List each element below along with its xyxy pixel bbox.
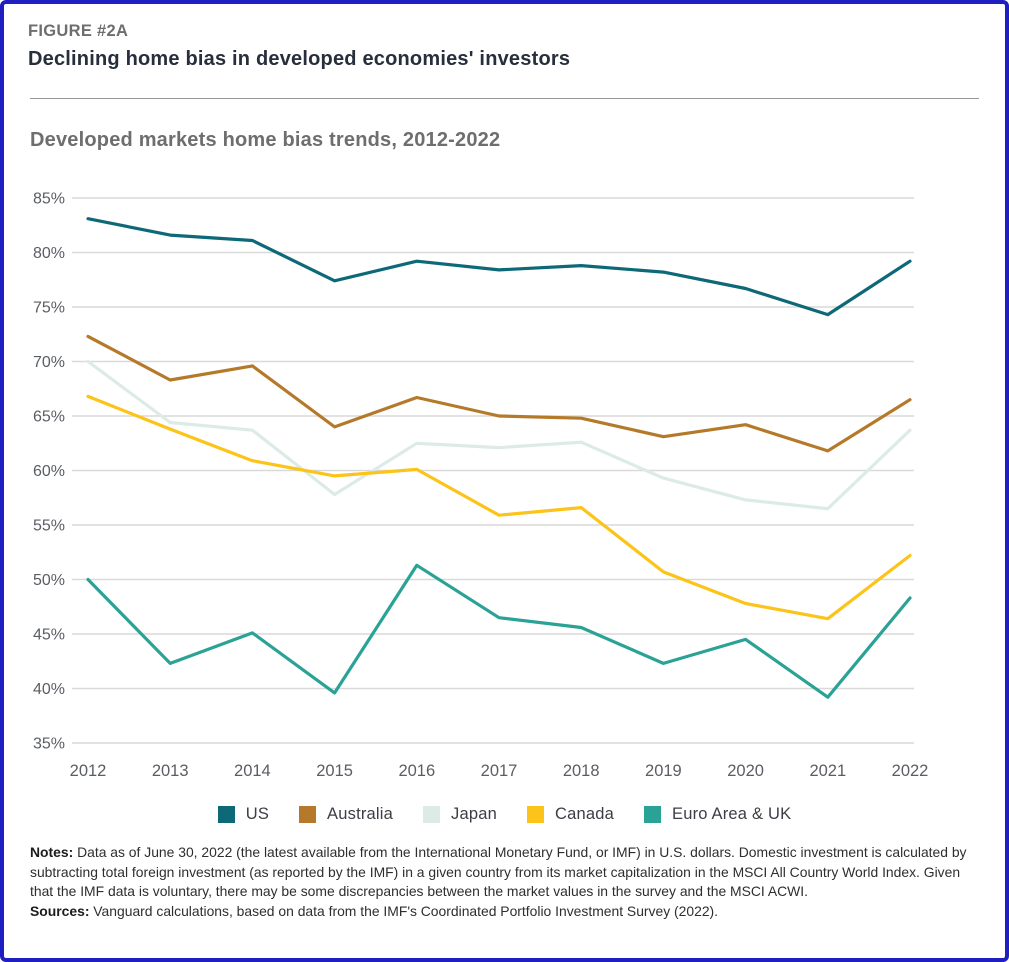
sources-text: Vanguard calculations, based on data fro… [89,902,719,919]
y-tick-label-50: 50% [33,572,65,589]
x-tick-label-2017: 2017 [481,762,518,780]
legend-label-euro-area-uk: Euro Area & UK [672,804,792,823]
x-tick-label-2022: 2022 [892,762,929,780]
chart-legend: US Australia Japan Canada Euro Area & UK [28,801,981,827]
series-line-australia [86,334,912,453]
series-line-euro-area-uk [86,563,912,699]
legend-swatch-australia [299,805,317,823]
notes-label: Notes: [30,844,74,860]
legend-item-canada: Canada [527,805,614,824]
x-tick-label-2018: 2018 [563,762,600,780]
series-line-japan [86,359,912,511]
legend-label-us: US [245,804,270,823]
y-tick-label-45: 45% [33,627,65,644]
y-tick-label-35: 35% [33,736,65,753]
figure-label: FIGURE #2A [28,22,129,40]
legend-label-japan: Japan [451,804,497,823]
legend-item-japan: Japan [423,805,497,824]
x-tick-label-2013: 2013 [152,762,189,780]
chart-title: Developed markets home bias trends, 2012… [30,129,501,151]
series-line-canada [86,394,912,621]
legend-swatch-euro-area-uk [644,805,661,823]
legend-item-australia: Australia [299,805,393,824]
y-axis-labels: 85% 80% 75% 70% 65% 60% 55% 50% 45% 40% 35% [33,191,65,753]
y-tick-label-60: 60% [33,463,65,480]
legend-swatch-japan [423,805,441,823]
y-tick-label-65: 65% [33,409,65,426]
y-tick-label-75: 75% [33,300,65,317]
x-tick-label-2015: 2015 [316,762,353,780]
line-chart-area: 85% 80% 75% 70% 65% 60% 55% 50% 45% 40% 35% 2012 201… [28,162,981,795]
x-tick-label-2019: 2019 [645,762,682,780]
gridlines [72,197,914,744]
x-axis-labels: 2012 2013 2014 2015 2016 2017 2018 2019 2020 2021… [70,762,929,780]
x-tick-label-2016: 2016 [398,762,435,780]
x-tick-label-2014: 2014 [234,762,271,780]
legend-swatch-us [217,805,235,823]
notes-block: Notes: Data as of June 30, 2022 (the lat… [30,843,979,921]
x-tick-label-2012: 2012 [70,762,107,780]
x-tick-label-2020: 2020 [727,762,764,780]
legend-item-us: US [217,804,270,824]
sources-line: Sources: Vanguard calculations, based on… [30,902,979,922]
sources-label: Sources: [30,902,90,919]
legend-label-australia: Australia [327,804,394,823]
legend-swatch-canada [527,805,544,823]
y-tick-label-85: 85% [33,191,65,208]
y-tick-label-40: 40% [33,681,65,698]
x-tick-label-2021: 2021 [809,762,846,780]
home-bias-line-chart: 85%80%75%70%65%60%55%50%45%40%35%2012 201… [33,191,929,781]
notes-line: Notes: Data as of June 30, 2022 (the lat… [30,843,979,902]
notes-text: Data as of June 30, 2022 (the latest ava… [30,844,967,899]
header-divider [30,98,979,99]
legend-label-canada: Canada [555,804,614,823]
legend-item-euro-area-uk: Euro Area & UK [644,805,791,824]
figure-title: Declining home bias in developed economi… [28,48,571,70]
y-tick-label-80: 80% [33,245,65,262]
y-tick-label-70: 70% [33,354,65,371]
series-line-us [86,217,912,317]
y-tick-label-55: 55% [33,518,65,535]
